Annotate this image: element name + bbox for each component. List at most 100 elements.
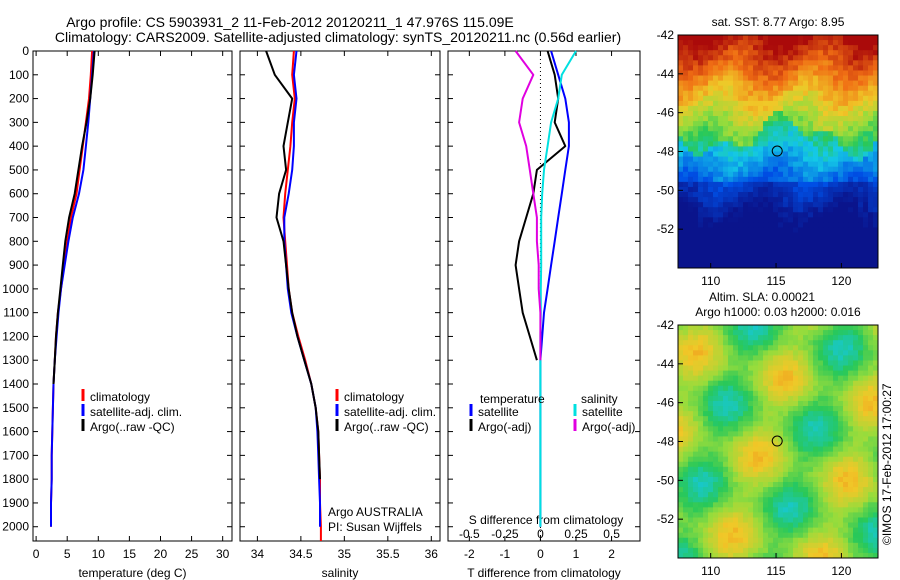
- sst-cell: [833, 186, 839, 193]
- sst-cell: [798, 116, 804, 122]
- sla-cell: [718, 517, 724, 524]
- sst-cell: [703, 151, 709, 158]
- sst-cell: [848, 207, 854, 213]
- sst-cell: [868, 181, 874, 188]
- x-tick-label: 20: [154, 547, 168, 561]
- sla-cell: [808, 345, 814, 351]
- sst-cell: [743, 262, 749, 269]
- sla-cell: [768, 355, 774, 361]
- sst-cell: [688, 55, 694, 61]
- sla-cell: [823, 360, 829, 367]
- sla-cell: [678, 497, 684, 503]
- sst-cell: [808, 176, 814, 183]
- sla-cell: [773, 476, 779, 483]
- sst-cell: [808, 227, 814, 234]
- sst-cell: [743, 151, 749, 158]
- sst-cell: [693, 161, 699, 168]
- sst-cell: [778, 262, 784, 269]
- sla-cell: [838, 340, 844, 346]
- legend-label: Argo(-adj): [478, 420, 531, 434]
- sst-cell: [708, 257, 714, 264]
- sla-cell: [688, 446, 694, 453]
- sst-cell: [768, 207, 774, 213]
- sst-cell: [773, 70, 779, 77]
- sla-cell: [733, 355, 739, 361]
- sst-cell: [718, 95, 724, 102]
- sst-cell: [833, 121, 839, 127]
- sla-cell: [833, 426, 839, 432]
- sla-cell: [713, 487, 719, 493]
- sla-cell: [823, 375, 829, 382]
- sst-cell: [773, 95, 779, 102]
- y-tick-label: 700: [9, 211, 29, 225]
- sla-cell: [743, 345, 749, 351]
- sla-cell: [758, 461, 764, 468]
- sla-cell: [768, 476, 774, 483]
- sst-cell: [788, 60, 794, 66]
- sst-cell: [803, 75, 809, 82]
- sla-cell: [848, 350, 854, 356]
- sla-cell: [728, 375, 734, 382]
- sla-cell: [858, 360, 864, 367]
- sst-cell: [763, 70, 769, 77]
- sst-cell: [873, 171, 879, 178]
- sla-cell: [718, 446, 724, 453]
- sla-cell: [823, 325, 829, 331]
- sst-cell: [738, 35, 744, 41]
- sst-cell: [678, 192, 684, 198]
- sst-cell: [788, 116, 794, 122]
- sst-cell: [788, 50, 794, 56]
- sla-cell: [858, 502, 864, 508]
- sst-cell: [703, 131, 709, 137]
- sst-cell: [693, 181, 699, 188]
- sst-cell: [838, 247, 844, 254]
- sst-cell: [808, 156, 814, 163]
- sst-cell: [778, 105, 784, 112]
- sst-cell: [683, 192, 689, 198]
- sla-cell: [718, 441, 724, 448]
- sst-cell: [753, 166, 759, 173]
- x-tick-label: 34: [251, 547, 265, 561]
- sla-cell: [838, 507, 844, 513]
- sst-cell: [728, 85, 734, 92]
- sst-cell: [808, 40, 814, 46]
- sst-cell: [753, 126, 759, 132]
- sla-cell: [833, 421, 839, 427]
- sst-cell: [858, 90, 864, 97]
- sst-cell: [683, 156, 689, 163]
- sst-cell: [743, 227, 749, 234]
- sst-cell: [873, 105, 879, 112]
- sla-cell: [808, 390, 814, 397]
- sst-cell: [858, 262, 864, 269]
- sst-cell: [718, 156, 724, 163]
- sst-cell: [713, 141, 719, 147]
- sst-cell: [763, 161, 769, 168]
- sst-cell: [678, 247, 684, 254]
- sla-cell: [683, 441, 689, 448]
- sla-cell: [833, 497, 839, 503]
- sst-cell: [813, 181, 819, 188]
- sst-cell: [868, 232, 874, 239]
- sst-cell: [698, 186, 704, 193]
- sst-cell: [693, 65, 699, 71]
- sst-cell: [768, 95, 774, 102]
- sst-cell: [703, 237, 709, 244]
- sla-cell: [723, 426, 729, 432]
- sst-cell: [728, 166, 734, 173]
- sla-cell: [748, 517, 754, 524]
- sla-cell: [798, 355, 804, 361]
- sla-cell: [843, 552, 849, 559]
- sst-cell: [728, 192, 734, 198]
- sla-cell: [708, 512, 714, 518]
- sst-cell: [833, 60, 839, 66]
- sla-cell: [873, 497, 879, 503]
- sla-cell: [843, 355, 849, 361]
- sst-cell: [768, 181, 774, 188]
- sst-cell: [683, 151, 689, 158]
- sla-cell: [758, 360, 764, 367]
- sst-cell: [748, 45, 754, 51]
- sst-cell: [708, 65, 714, 71]
- sst-cell: [873, 95, 879, 102]
- sst-cell: [783, 202, 789, 208]
- sst-cell: [828, 237, 834, 244]
